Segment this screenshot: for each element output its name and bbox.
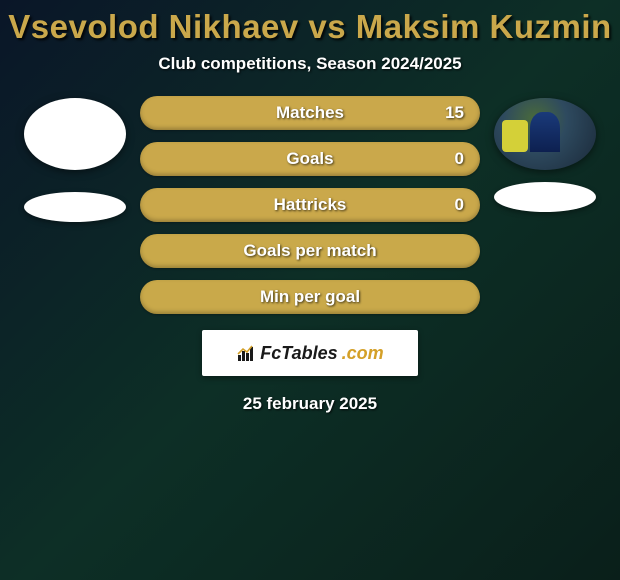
fctables-chart-icon xyxy=(236,343,256,363)
stat-bar-label: Hattricks xyxy=(274,195,347,215)
page-title: Vsevolod Nikhaev vs Maksim Kuzmin xyxy=(8,8,611,46)
fctables-logo-text-a: FcTables xyxy=(260,343,337,364)
stat-bar-value: 0 xyxy=(455,149,464,169)
stat-bar-label: Goals xyxy=(286,149,333,169)
player-right-column xyxy=(490,96,600,212)
stat-bar-label: Matches xyxy=(276,103,344,123)
comparison-row: Matches 15 Goals 0 Hattricks 0 Goals per match… xyxy=(0,96,620,314)
player-right-club-badge xyxy=(494,182,596,212)
stat-bar: Hattricks 0 xyxy=(140,188,480,222)
player-left-column xyxy=(20,96,130,222)
stat-bar: Matches 15 xyxy=(140,96,480,130)
content-container: Vsevolod Nikhaev vs Maksim Kuzmin Club c… xyxy=(0,0,620,580)
stat-bar: Goals per match xyxy=(140,234,480,268)
stat-bar-value: 15 xyxy=(445,103,464,123)
fctables-link[interactable]: FcTables.com xyxy=(202,330,418,376)
season-subtitle: Club competitions, Season 2024/2025 xyxy=(158,54,461,74)
stat-bars: Matches 15 Goals 0 Hattricks 0 Goals per match… xyxy=(140,96,480,314)
stat-bar-label: Min per goal xyxy=(260,287,360,307)
stat-bar-label: Goals per match xyxy=(243,241,376,261)
stat-bar: Min per goal xyxy=(140,280,480,314)
snapshot-date: 25 february 2025 xyxy=(243,394,377,414)
player-right-avatar xyxy=(494,98,596,170)
stat-bar: Goals 0 xyxy=(140,142,480,176)
player-left-avatar xyxy=(24,98,126,170)
player-left-club-badge xyxy=(24,192,126,222)
fctables-logo-text-b: .com xyxy=(342,343,384,364)
stat-bar-value: 0 xyxy=(455,195,464,215)
